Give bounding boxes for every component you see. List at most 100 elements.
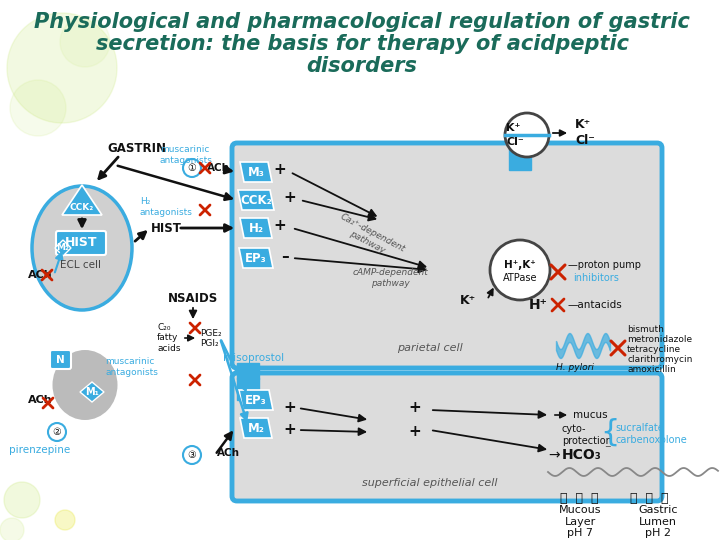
Polygon shape	[239, 248, 273, 268]
Circle shape	[7, 13, 117, 123]
Circle shape	[490, 240, 550, 300]
Polygon shape	[240, 162, 272, 182]
Text: CCK₂: CCK₂	[70, 202, 94, 212]
Bar	[509, 148, 531, 170]
Text: inhibitors: inhibitors	[573, 273, 619, 283]
Text: K⁺: K⁺	[575, 118, 591, 132]
Text: disorders: disorders	[307, 56, 418, 76]
Text: cyto-
protection: cyto- protection	[562, 424, 612, 446]
Polygon shape	[62, 185, 102, 215]
Text: secretion: the basis for therapy of acidpeptic: secretion: the basis for therapy of acid…	[96, 34, 629, 54]
Text: H₂: H₂	[248, 221, 264, 234]
Text: ACh: ACh	[28, 270, 53, 280]
Text: Gastric
Lumen
pH 2: Gastric Lumen pH 2	[638, 505, 678, 538]
Circle shape	[48, 423, 66, 441]
Text: ATPase: ATPase	[503, 273, 537, 283]
Text: ACh: ACh	[217, 448, 240, 458]
Polygon shape	[80, 382, 104, 402]
Text: ③: ③	[188, 450, 197, 460]
Text: ⌣  ⌣  ⌣: ⌣ ⌣ ⌣	[560, 492, 598, 505]
Text: ②: ②	[53, 427, 61, 437]
Text: PGE₂: PGE₂	[200, 328, 222, 338]
Text: ⌣  ⌣  ⌣: ⌣ ⌣ ⌣	[630, 492, 668, 505]
Text: superficial epithelial cell: superficial epithelial cell	[362, 478, 498, 488]
Text: H₂
antagonists: H₂ antagonists	[140, 197, 193, 217]
Text: Cl⁻: Cl⁻	[575, 134, 595, 147]
Polygon shape	[238, 190, 274, 210]
Text: Ca₂⁺-dependent
pathway: Ca₂⁺-dependent pathway	[333, 213, 406, 264]
Text: +: +	[274, 219, 287, 233]
Text: →: →	[548, 448, 559, 462]
Text: +: +	[409, 401, 421, 415]
Text: M₂: M₂	[56, 244, 70, 253]
FancyBboxPatch shape	[232, 143, 662, 368]
Text: misoprostol: misoprostol	[223, 353, 284, 363]
Bar	[237, 363, 259, 379]
Polygon shape	[240, 218, 272, 238]
Text: M₁: M₁	[85, 387, 99, 397]
Text: metronidazole: metronidazole	[627, 335, 692, 345]
Text: ACh: ACh	[207, 163, 230, 173]
Text: bismuth: bismuth	[627, 326, 664, 334]
Text: HIST: HIST	[65, 237, 97, 249]
Text: —proton pump: —proton pump	[568, 260, 641, 270]
Text: H⁺: H⁺	[529, 298, 548, 312]
Text: Mucous
Layer
pH 7: Mucous Layer pH 7	[559, 505, 601, 538]
Circle shape	[0, 518, 24, 540]
Circle shape	[4, 482, 40, 518]
Text: clarithromycin: clarithromycin	[627, 355, 693, 364]
Text: +: +	[284, 422, 297, 437]
Polygon shape	[55, 240, 71, 256]
Text: ECL cell: ECL cell	[60, 260, 102, 270]
Text: CCK₂: CCK₂	[240, 193, 272, 206]
Bar	[237, 378, 259, 400]
Circle shape	[183, 446, 201, 464]
Text: Cl⁻: Cl⁻	[506, 137, 524, 147]
Text: carbenoxolone: carbenoxolone	[615, 435, 687, 445]
Text: +: +	[274, 163, 287, 178]
Text: muscarinic
antagonists: muscarinic antagonists	[160, 145, 213, 165]
Text: sucralfate: sucralfate	[615, 423, 664, 433]
Text: M₃: M₃	[248, 165, 264, 179]
Text: parietal cell: parietal cell	[397, 343, 463, 353]
Text: K⁺: K⁺	[506, 123, 520, 133]
Text: Physiological and pharmacological regulation of gastric: Physiological and pharmacological regula…	[34, 12, 690, 32]
FancyBboxPatch shape	[50, 350, 71, 369]
Circle shape	[10, 80, 66, 136]
Text: amoxicillin: amoxicillin	[627, 366, 676, 375]
Text: —antacids: —antacids	[568, 300, 623, 310]
Text: HIST: HIST	[151, 221, 182, 234]
Text: ⁻: ⁻	[604, 443, 611, 456]
Text: EP₃: EP₃	[245, 252, 267, 265]
Text: HCO₃: HCO₃	[562, 448, 602, 462]
Polygon shape	[240, 418, 272, 438]
Circle shape	[505, 113, 549, 157]
Text: +: +	[409, 424, 421, 440]
Text: C₂₀
fatty
acids: C₂₀ fatty acids	[157, 323, 181, 353]
Text: M₂: M₂	[248, 422, 264, 435]
Text: EP₃: EP₃	[245, 394, 267, 407]
Text: H. pylori: H. pylori	[556, 363, 594, 373]
Text: +: +	[284, 401, 297, 415]
Text: pirenzepine: pirenzepine	[9, 445, 71, 455]
Text: mucus: mucus	[573, 410, 608, 420]
Text: ACh: ACh	[28, 395, 53, 405]
FancyBboxPatch shape	[232, 373, 662, 501]
Text: cAMP-dependent
pathway: cAMP-dependent pathway	[352, 268, 428, 288]
FancyBboxPatch shape	[56, 231, 106, 255]
Text: N: N	[55, 355, 64, 365]
Text: H⁺,K⁺: H⁺,K⁺	[504, 260, 536, 270]
Text: –: –	[281, 248, 289, 264]
Polygon shape	[239, 390, 273, 410]
Text: muscarinic
antagonists: muscarinic antagonists	[105, 357, 158, 377]
Text: +: +	[284, 191, 297, 206]
Circle shape	[60, 17, 110, 67]
Circle shape	[183, 159, 201, 177]
Ellipse shape	[53, 350, 117, 420]
Text: tetracycline: tetracycline	[627, 346, 681, 354]
Text: ①: ①	[188, 163, 197, 173]
Text: PGI₂: PGI₂	[200, 339, 219, 348]
Circle shape	[55, 510, 75, 530]
Text: GASTRIN: GASTRIN	[107, 141, 166, 154]
Text: NSAIDS: NSAIDS	[168, 292, 218, 305]
